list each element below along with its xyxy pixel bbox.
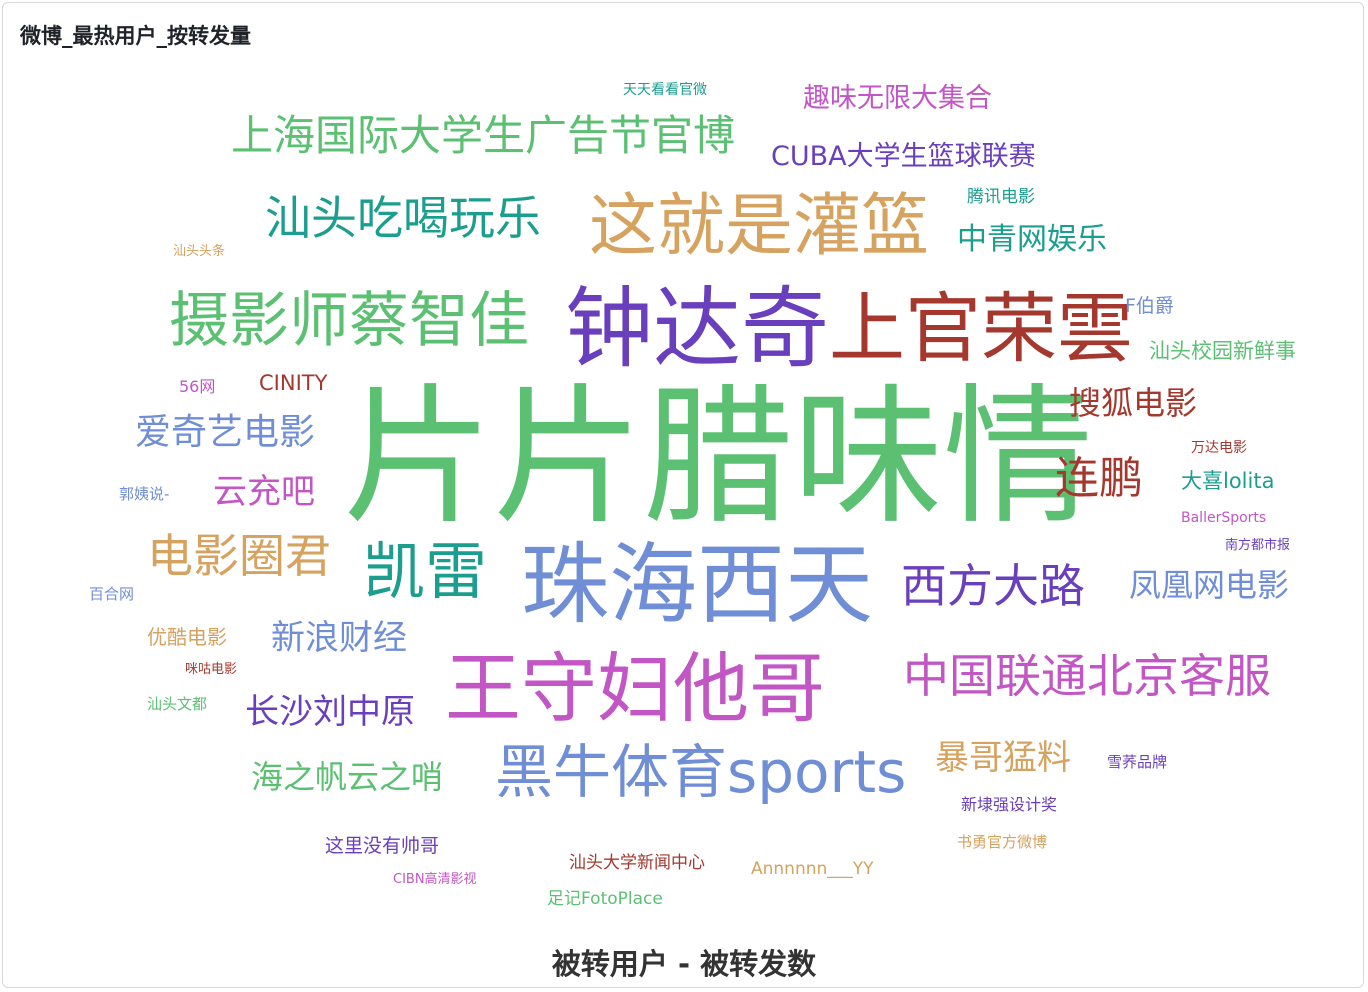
cloud-word: 长沙刘中原 [245,692,415,732]
cloud-word: 片片腊味情 [343,371,1094,545]
cloud-word: CINITY [259,371,328,395]
chart-caption: 被转用户 - 被转发数 [551,947,817,981]
cloud-word: 足记FotoPlace [547,889,663,909]
cloud-word: 云充吧 [213,472,315,512]
cloud-word: 汕头校园新鲜事 [1149,339,1296,363]
cloud-word: 海之帆云之哨 [251,758,444,796]
cloud-word: 暴哥猛料 [935,738,1071,778]
cloud-word: 雪荞品牌 [1107,753,1168,771]
cloud-word: 上海国际大学生广告节官博 [231,111,736,160]
cloud-word: 凯雷 [363,535,488,608]
cloud-word: 连鹏 [1055,453,1143,504]
cloud-word: 钟达奇 [565,277,830,380]
cloud-word: BallerSports [1181,510,1267,526]
cloud-word: 西方大路 [901,559,1085,613]
cloud-word: 汕头头条 [173,244,226,259]
cloud-word: 万达电影 [1191,440,1247,456]
cloud-word: 南方都市报 [1225,538,1291,553]
cloud-word: 汕头文都 [147,695,208,713]
cloud-word: 大喜lolita [1181,469,1275,493]
cloud-word: 这就是灌篮 [589,187,930,266]
cloud-word: 书勇官方微博 [957,833,1048,851]
cloud-word: Annnnnn___YY [751,859,874,879]
cloud-word: 百合网 [89,585,135,603]
cloud-word: CUBA大学生篮球联赛 [771,141,1036,172]
cloud-word: 咪咕电影 [185,662,238,677]
cloud-word: 天天看看官微 [623,82,707,98]
cloud-word: 中国联通北京客服 [903,649,1271,703]
cloud-word: 摄影师蔡智佳 [169,286,529,356]
cloud-word: 珠海西天 [521,533,874,636]
cloud-word: 腾讯电影 [967,187,1035,207]
cloud-word: 电影圈君 [147,529,331,583]
cloud-word: 搜狐电影 [1069,384,1198,422]
cloud-word: 56网 [179,377,216,396]
cloud-word: 凤凰网电影 [1129,566,1290,604]
cloud-word: 王守妇他哥 [445,644,825,733]
cloud-word: 这里没有帅哥 [325,835,440,857]
cloud-word: CIBN高清影视 [393,872,477,887]
cloud-word: 汕头吃喝玩乐 [265,191,541,245]
cloud-word: 新埭强设计奖 [961,795,1058,814]
cloud-word: 郭姨说- [119,485,170,503]
cloud-word: 爱奇艺电影 [135,412,316,453]
cloud-word: 趣味无限大集合 [803,83,992,114]
cloud-word: 黑牛体育sports [495,738,907,806]
chart-title: 微博_最热用户_按转发量 [20,24,251,48]
cloud-word: 优酷电影 [147,625,227,649]
cloud-word: 汕头大学新闻中心 [569,853,705,873]
cloud-word: F伯爵 [1125,295,1174,317]
word-cloud: 片片腊味情 钟达奇珠海西天 上官荣雲 这就是灌篮王守妇他哥 摄影师蔡智佳黑牛体育spor… [3,3,1365,989]
cloud-word: 中青网娱乐 [957,222,1107,257]
cloud-word: 新浪财经 [271,618,407,658]
cloud-word: 上官荣雲 [829,284,1133,373]
